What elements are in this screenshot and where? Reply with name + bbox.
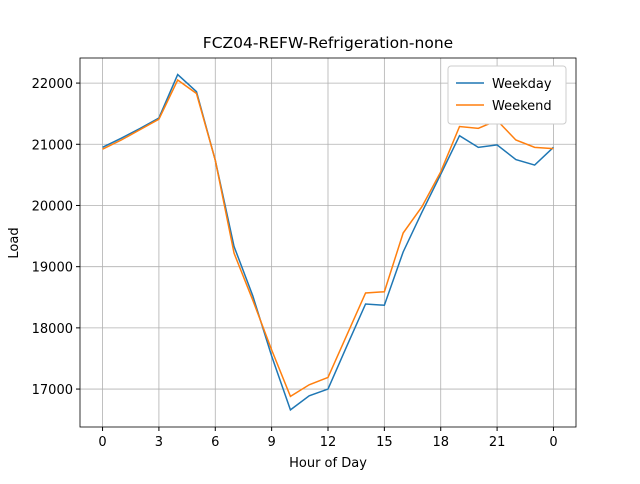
- data-line: [102, 73, 554, 412]
- legend-label: Weekend: [492, 99, 552, 114]
- legend-label: Weekday: [492, 77, 552, 92]
- x-tick-label: 6: [211, 435, 219, 450]
- x-tick-label: 15: [376, 435, 393, 450]
- legend: Weekday Weekend: [447, 65, 567, 125]
- x-tick-label: 3: [155, 435, 163, 450]
- x-tick-label: 21: [489, 435, 506, 450]
- y-tick-label: 22000: [32, 77, 73, 92]
- x-tick-label: 0: [98, 435, 106, 450]
- plot-frame: [79, 57, 577, 428]
- x-tick-label: 12: [320, 435, 337, 450]
- y-tick-label: 18000: [32, 322, 73, 337]
- x-tick-label: 9: [267, 435, 275, 450]
- legend-box: [447, 65, 567, 125]
- y-tick-label: 20000: [32, 199, 73, 214]
- data-line: [102, 78, 554, 398]
- y-axis-label: Load: [7, 227, 22, 258]
- y-tick-label: 19000: [32, 261, 73, 276]
- x-tick-label: 18: [432, 435, 449, 450]
- y-tick-label: 21000: [32, 138, 73, 153]
- y-tick-label: 17000: [32, 383, 73, 398]
- x-axis-label: Hour of Day: [289, 456, 367, 471]
- x-tick-label: 0: [549, 435, 557, 450]
- chart-title: FCZ04-REFW-Refrigeration-none: [203, 34, 453, 52]
